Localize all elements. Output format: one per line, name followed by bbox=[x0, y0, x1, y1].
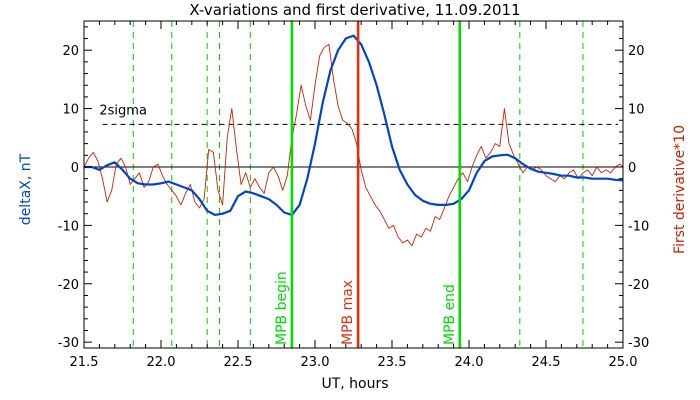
x-tick-label-7: 25.0 bbox=[609, 355, 638, 370]
series-line-derivative bbox=[83, 43, 624, 247]
y-axis-left-ticks: 20 10 0 -10 -20 -30 bbox=[58, 26, 92, 351]
y-right-tick-label-2: 0 bbox=[628, 161, 636, 176]
y-axis-left-title: deltaX, nT bbox=[18, 153, 34, 225]
y-right-tick-label-0: 20 bbox=[628, 44, 645, 59]
x-tick-label-6: 24.5 bbox=[532, 355, 561, 370]
frame-border bbox=[83, 20, 624, 349]
y-left-tick-label-1: 10 bbox=[62, 103, 79, 118]
vertical-line-labels: MPB begin MPB max MPB end bbox=[274, 271, 458, 345]
y-left-tick-label-3: -10 bbox=[58, 219, 79, 234]
series-line-deltaX bbox=[84, 34, 624, 216]
solid-vertical-lines bbox=[290, 21, 462, 348]
x-axis-title: UT, hours bbox=[321, 376, 388, 392]
marker-label-0: MPB begin bbox=[274, 271, 290, 345]
y-right-tick-label-3: -10 bbox=[628, 219, 649, 234]
plot-frame bbox=[83, 20, 624, 349]
marker-label-2: MPB end bbox=[442, 284, 458, 345]
y-left-tick-label-5: -30 bbox=[58, 336, 79, 351]
chart-title: X-variations and first derivative, 11.09… bbox=[189, 1, 520, 19]
y-axis-right-ticks: 20 10 0 -10 -20 -30 bbox=[615, 26, 649, 351]
y-left-tick-label-2: 0 bbox=[71, 161, 79, 176]
series-group bbox=[83, 34, 624, 247]
x-tick-label-3: 23.0 bbox=[301, 355, 330, 370]
x-tick-label-4: 23.5 bbox=[378, 355, 407, 370]
marker-label-1: MPB max bbox=[340, 280, 356, 345]
x-tick-label-2: 22.5 bbox=[224, 355, 253, 370]
y-right-tick-label-4: -20 bbox=[628, 278, 649, 293]
x-tick-label-5: 24.0 bbox=[455, 355, 484, 370]
threshold-label: 2sigma bbox=[99, 103, 147, 118]
x-tick-label-0: 21.5 bbox=[70, 355, 99, 370]
y-axis-right-title: First derivative*10 bbox=[672, 125, 688, 254]
y-right-tick-label-1: 10 bbox=[628, 103, 645, 118]
x-tick-label-1: 22.0 bbox=[147, 355, 176, 370]
y-right-tick-label-5: -30 bbox=[628, 336, 649, 351]
y-left-tick-label-4: -20 bbox=[58, 278, 79, 293]
x-axis-ticks: 21.5 22.0 22.5 23.0 23.5 24.0 24.5 25.0 bbox=[70, 21, 638, 370]
y-left-tick-label-0: 20 bbox=[62, 44, 79, 59]
